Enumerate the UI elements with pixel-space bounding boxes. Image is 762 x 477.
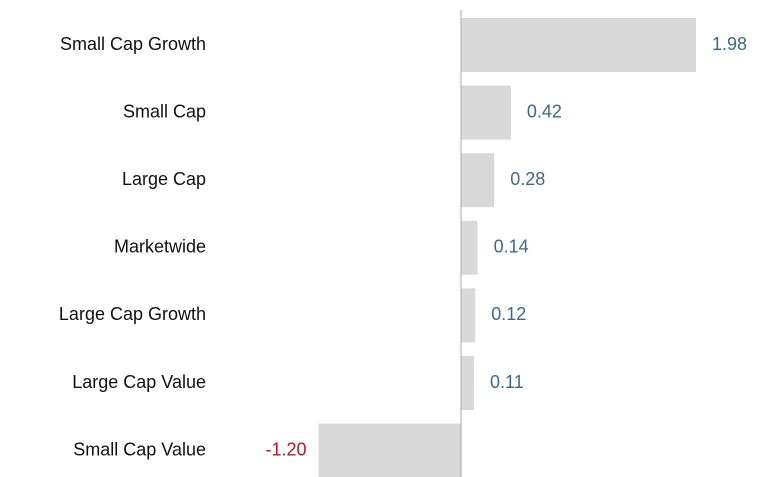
value-label: 0.42: [527, 101, 562, 121]
bar: [318, 423, 461, 477]
y-tick-label: Large Cap Value: [72, 372, 206, 392]
value-label: 0.14: [494, 237, 529, 257]
bar: [461, 356, 475, 410]
value-label: 0.12: [491, 304, 526, 324]
value-label: 1.98: [712, 34, 747, 54]
y-tick-label: Marketwide: [114, 237, 206, 257]
y-tick-label: Small Cap Value: [73, 439, 206, 459]
value-label: 0.11: [490, 372, 524, 392]
bar: [461, 85, 511, 140]
y-tick-label: Large Cap Growth: [59, 304, 206, 324]
value-label: 0.28: [510, 169, 545, 189]
bar: [461, 288, 476, 343]
bar: [461, 18, 696, 72]
y-tick-label: Small Cap: [123, 101, 206, 121]
y-tick-label: Small Cap Growth: [60, 34, 206, 54]
bar: [461, 220, 478, 275]
y-tick-label: Large Cap: [122, 169, 206, 189]
value-label: -1.20: [266, 439, 307, 459]
bar: [461, 153, 495, 208]
